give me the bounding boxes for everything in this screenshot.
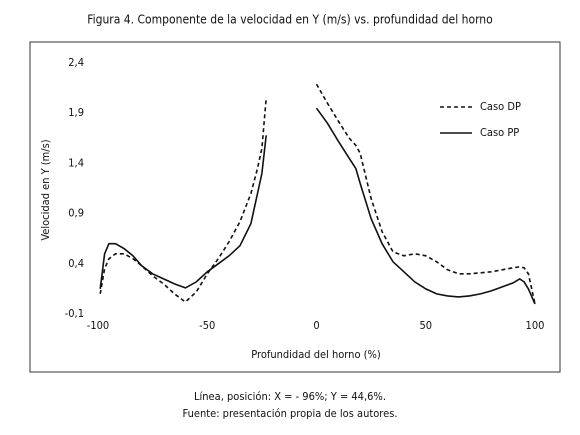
y-tick-label: 1,4 — [68, 156, 84, 169]
x-tick-label: -100 — [87, 319, 109, 332]
series-line — [99, 107, 536, 305]
y-tick-label: 0,4 — [68, 257, 84, 270]
note: Línea, posición: X = - 96%; Y = 44,6%. — [194, 390, 386, 403]
x-tick-label: 50 — [419, 319, 432, 332]
x-axis-label: Profundidad del horno (%) — [251, 348, 381, 361]
y-tick-label: 2,4 — [68, 56, 84, 69]
x-tick-label: 0 — [313, 319, 319, 332]
frame — [29, 41, 561, 373]
legend-label: Caso PP — [480, 126, 519, 139]
series-line — [99, 83, 536, 305]
note: Fuente: presentación propia de los autor… — [183, 407, 398, 420]
y-tick-label: -0,1 — [65, 307, 84, 320]
chart-title: Figura 4. Componente de la velocidad en … — [87, 13, 493, 27]
y-tick-label: 0,9 — [68, 207, 84, 220]
y-axis-label: Velocidad en Y (m/s) — [39, 139, 52, 240]
y-tick-label: 1,9 — [68, 106, 84, 119]
x-tick-label: 100 — [526, 319, 545, 332]
legend-label: Caso DP — [480, 100, 521, 113]
x-tick-label: -50 — [199, 319, 215, 332]
